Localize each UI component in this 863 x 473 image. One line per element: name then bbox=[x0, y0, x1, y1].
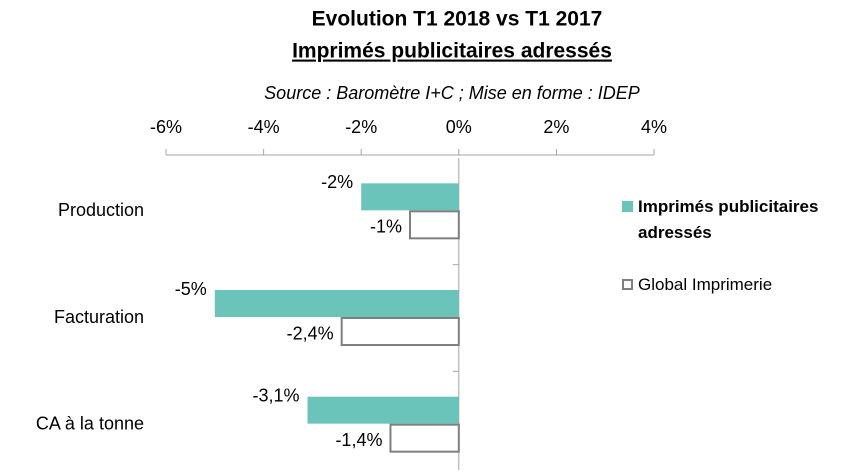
legend-label: Global Imprimerie bbox=[638, 275, 773, 294]
value-label: -2,4% bbox=[287, 323, 334, 343]
legend-label: Imprimés publicitaires adressés bbox=[638, 197, 819, 242]
bar bbox=[409, 210, 460, 240]
chart-title: Evolution T1 2018 vs T1 2017 bbox=[312, 8, 603, 31]
y-tick-label: Production bbox=[58, 200, 144, 220]
bar bbox=[361, 183, 459, 211]
x-tick-label: -6% bbox=[150, 117, 182, 137]
value-label: -3,1% bbox=[252, 385, 299, 405]
legend-swatch bbox=[622, 279, 633, 290]
bar bbox=[340, 317, 460, 346]
legend-swatch bbox=[622, 201, 633, 212]
legend-item: Global Imprimerie bbox=[622, 272, 852, 298]
legend-item: Imprimés publicitaires adressés bbox=[622, 194, 852, 246]
y-tick-label: Facturation bbox=[54, 307, 144, 327]
x-tick-label: 4% bbox=[641, 117, 667, 137]
chart-source: Source : Baromètre I+C ; Mise en forme :… bbox=[264, 83, 640, 103]
x-tick-label: 0% bbox=[446, 117, 472, 137]
y-tick-label: CA à la tonne bbox=[36, 413, 144, 433]
x-tick-label: -4% bbox=[248, 117, 280, 137]
chart-subtitle: Imprimés publicitaires adressés bbox=[292, 40, 612, 63]
value-label: -1% bbox=[370, 217, 402, 237]
bar bbox=[214, 290, 459, 317]
x-tick-label: 2% bbox=[543, 117, 569, 137]
bar bbox=[389, 423, 460, 453]
value-label: -1,4% bbox=[335, 430, 382, 450]
value-label: -5% bbox=[175, 279, 207, 299]
value-label: -2% bbox=[321, 172, 353, 192]
bar bbox=[307, 396, 459, 424]
x-tick-label: -2% bbox=[345, 117, 377, 137]
